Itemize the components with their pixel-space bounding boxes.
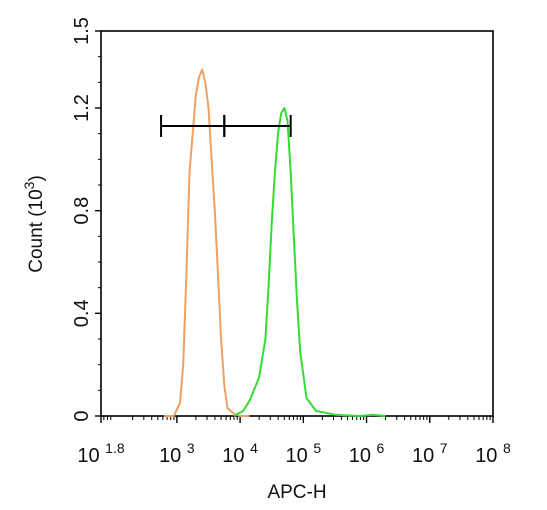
gate-markers <box>160 114 292 137</box>
y-tick-label: 1.5 <box>71 17 93 45</box>
x-tick-label: 10 6 <box>349 440 385 467</box>
y-tick-label: 0.8 <box>71 197 93 225</box>
x-tick-exponent: 4 <box>250 440 258 456</box>
histogram-series <box>164 68 386 417</box>
x-tick-base: 10 <box>286 445 314 467</box>
x-tick-base: 10 <box>77 445 105 467</box>
y-axis-ticks: 0 0.4 0.8 1.2 1.5 <box>71 17 101 422</box>
x-tick-exponent: 8 <box>503 440 511 456</box>
plot-frame <box>100 30 494 417</box>
x-tick-exponent: 5 <box>313 440 321 456</box>
x-tick-label: 10 3 <box>159 440 195 467</box>
x-tick-exponent: 1.8 <box>105 440 125 456</box>
x-tick-base: 10 <box>475 445 503 467</box>
x-axis-ticks: 10 1.8 10 3 10 4 10 5 10 6 10 7 10 8 <box>77 416 511 467</box>
x-tick-label: 10 4 <box>222 440 258 467</box>
y-axis-label: Count (103) <box>21 175 47 273</box>
y-tick-label: 0.4 <box>71 299 93 327</box>
x-tick-exponent: 6 <box>377 440 385 456</box>
x-tick-label: 10 8 <box>475 440 511 467</box>
y-tick-label: 1.2 <box>71 94 93 122</box>
histogram-line <box>233 107 386 417</box>
y-tick-label: 0 <box>71 410 93 421</box>
x-tick-base: 10 <box>349 445 377 467</box>
y-axis-label-exponent: 3 <box>21 181 37 189</box>
x-tick-base: 10 <box>412 445 440 467</box>
y-axis-label-text: Count (10 <box>26 189 47 272</box>
x-axis-label: APC-H <box>267 482 326 503</box>
x-tick-exponent: 3 <box>187 440 195 456</box>
x-tick-base: 10 <box>159 445 187 467</box>
histogram-line <box>164 68 250 417</box>
x-tick-label: 10 5 <box>286 440 322 467</box>
x-tick-label: 10 1.8 <box>77 440 124 467</box>
y-axis-label-close: ) <box>26 175 47 181</box>
x-tick-base: 10 <box>222 445 250 467</box>
x-tick-exponent: 7 <box>440 440 448 456</box>
x-tick-label: 10 7 <box>412 440 448 467</box>
